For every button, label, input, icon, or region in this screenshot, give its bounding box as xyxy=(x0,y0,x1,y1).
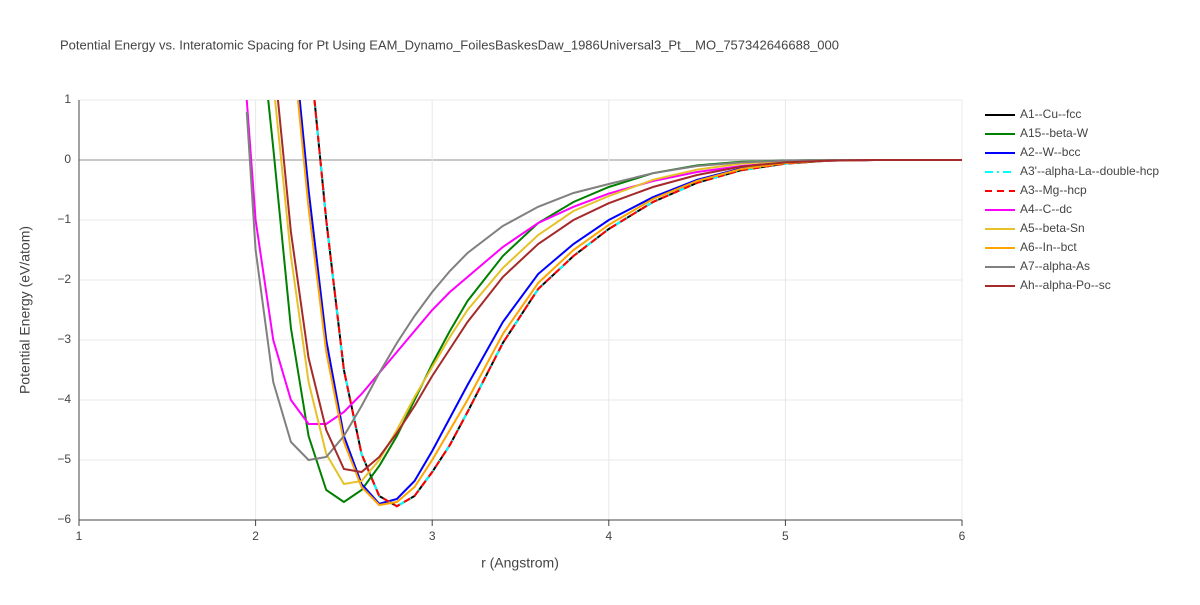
legend-label: A1--Cu--fcc xyxy=(1020,107,1081,121)
series-line xyxy=(245,111,962,462)
legend-label: A6--In--bct xyxy=(1020,240,1077,254)
x-axis-label: r (Angstrom) xyxy=(481,555,559,571)
y-tick-label: −6 xyxy=(57,512,71,526)
legend-label: A3--Mg--hcp xyxy=(1020,183,1087,197)
x-tick-label: 6 xyxy=(959,529,966,543)
y-tick-label: 0 xyxy=(64,152,71,166)
legend-label: Ah--alpha-Po--sc xyxy=(1020,278,1111,292)
series-line xyxy=(313,100,962,508)
y-tick-label: −5 xyxy=(57,452,71,466)
series-line xyxy=(313,100,962,508)
chart-title: Potential Energy vs. Interatomic Spacing… xyxy=(60,37,839,52)
series-line xyxy=(276,100,962,474)
y-tick-label: −3 xyxy=(57,332,71,346)
y-tick-label: −2 xyxy=(57,272,71,286)
x-tick-label: 4 xyxy=(605,529,612,543)
series-line xyxy=(245,100,962,425)
legend-label: A5--beta-Sn xyxy=(1020,221,1085,235)
series-line xyxy=(298,100,962,505)
plot-area xyxy=(245,100,962,508)
series-line xyxy=(274,100,962,486)
x-tick-label: 3 xyxy=(429,529,436,543)
series-line xyxy=(313,100,962,508)
x-tick-label: 1 xyxy=(76,529,83,543)
y-tick-label: −4 xyxy=(57,392,71,406)
legend-label: A4--C--dc xyxy=(1020,202,1072,216)
legend-label: A7--alpha-As xyxy=(1020,259,1090,273)
legend-label: A2--W--bcc xyxy=(1020,145,1080,159)
y-tick-label: 1 xyxy=(64,92,71,106)
y-tick-label: −1 xyxy=(57,212,71,226)
y-axis-label: Potential Energy (eV/atom) xyxy=(17,226,33,394)
x-tick-label: 5 xyxy=(782,529,789,543)
legend-label: A15--beta-W xyxy=(1020,126,1089,140)
legend-label: A3'--alpha-La--double-hcp xyxy=(1020,164,1159,178)
series-line xyxy=(296,100,962,507)
x-tick-label: 2 xyxy=(252,529,259,543)
